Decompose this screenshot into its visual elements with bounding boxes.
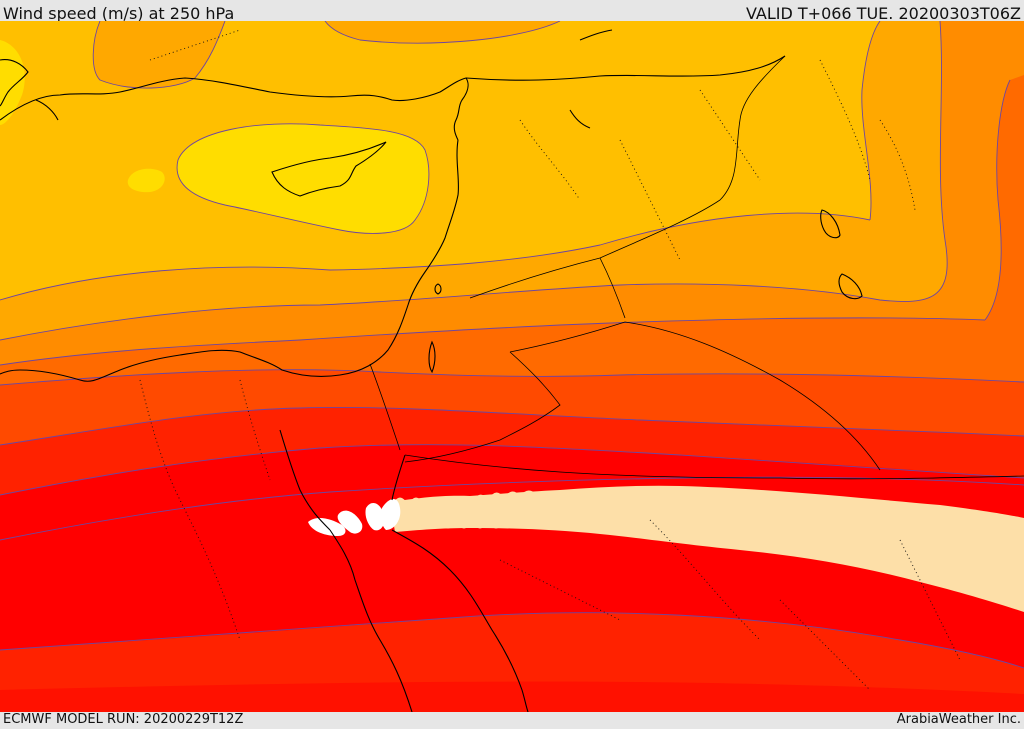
coastline-turkey — [0, 77, 469, 141]
band-yellow-nw — [0, 40, 25, 125]
coastline-redsea-east — [391, 529, 529, 712]
country-borders — [369, 55, 1024, 480]
valid-time: VALID T+066 TUE. 20200303T06Z — [745, 4, 1021, 23]
wind-bands — [0, 21, 1024, 712]
jetcore-wavy-edge-lower — [392, 510, 540, 529]
band-white-max-4 — [380, 498, 401, 530]
band-yellow-small — [127, 168, 165, 193]
band-peach-jetcore — [390, 485, 1024, 612]
coastline-cyprus — [271, 141, 387, 197]
coastline-egypt — [0, 349, 341, 382]
band-white-max-3 — [365, 502, 385, 531]
band-amber-nw — [93, 21, 225, 89]
wind-speed-map — [0, 21, 1024, 712]
band-yellow-cyprus — [177, 123, 429, 234]
province-borders — [139, 29, 961, 691]
band-red-bottom — [0, 681, 1024, 712]
footer-bar: ECMWF MODEL RUN: 20200229T12Z ArabiaWeat… — [0, 712, 1024, 729]
coastlines — [0, 29, 863, 712]
coastline-suez — [279, 429, 331, 531]
coastline-redsea-west — [329, 529, 413, 712]
map-title: Wind speed (m/s) at 250 hPa — [3, 4, 235, 23]
header-bar: Wind speed (m/s) at 250 hPa VALID T+066 … — [0, 0, 1024, 23]
band-amber-n — [325, 21, 560, 44]
credit-label: ArabiaWeather Inc. — [896, 712, 1021, 727]
band-white-max-2 — [337, 510, 363, 534]
model-run-label: ECMWF MODEL RUN: 20200229T12Z — [3, 712, 244, 727]
coastline-levant — [339, 139, 460, 376]
